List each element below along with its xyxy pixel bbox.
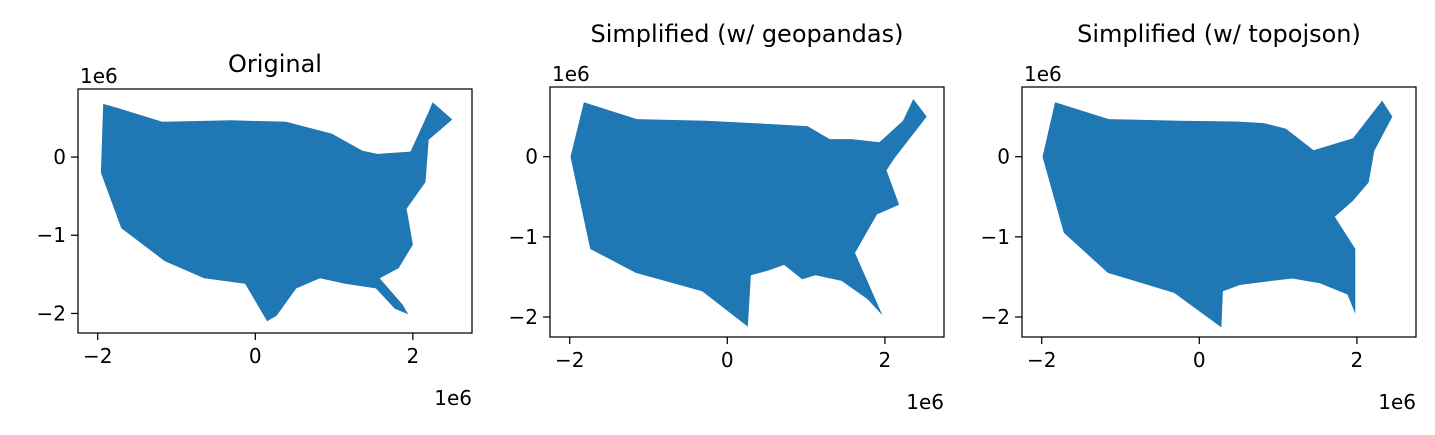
chart-title: Original: [228, 50, 322, 78]
map-polygon: [100, 102, 453, 322]
axes-frame: [1021, 86, 1417, 338]
x-tick-label: 0: [1193, 348, 1206, 372]
x-tick-label: 2: [879, 348, 892, 372]
y-tick-label: −2: [509, 305, 538, 329]
map-polygon: [570, 99, 927, 327]
y-tick-label: 0: [525, 145, 538, 169]
x-offset-label: 1e6: [906, 390, 944, 414]
map-panel: −2 0 2 0 −1 −2 1e6 1e6 Original: [37, 50, 473, 410]
x-offset-label: 1e6: [434, 386, 472, 410]
axes-frame: [549, 86, 945, 338]
y-tick-label: −1: [981, 225, 1010, 249]
x-offset-label: 1e6: [1378, 390, 1416, 414]
x-tick-label: 2: [407, 344, 420, 368]
y-tick-label: −1: [37, 223, 66, 247]
y-offset-label: 1e6: [1024, 62, 1062, 86]
y-tick-label: −2: [981, 305, 1010, 329]
x-tick-label: 0: [721, 348, 734, 372]
y-offset-label: 1e6: [80, 64, 118, 88]
y-tick-label: −1: [509, 225, 538, 249]
x-tick-label: −2: [555, 348, 584, 372]
axes-frame: [77, 88, 473, 334]
x-tick-label: −2: [1027, 348, 1056, 372]
x-tick-label: 0: [249, 344, 262, 368]
y-offset-label: 1e6: [552, 62, 590, 86]
y-tick-label: −2: [37, 301, 66, 325]
y-tick-label: 0: [53, 145, 66, 169]
chart-title: Simplified (w/ topojson): [1077, 20, 1361, 48]
x-tick-label: 2: [1351, 348, 1364, 372]
map-panel: −2 0 2 0 −1 −2 1e6 1e6 Simplified (w/ topojson): [981, 20, 1417, 414]
y-tick-label: 0: [997, 145, 1010, 169]
map-polygon: [1042, 100, 1393, 328]
x-tick-label: −2: [83, 344, 112, 368]
chart-title: Simplified (w/ geopandas): [591, 20, 904, 48]
